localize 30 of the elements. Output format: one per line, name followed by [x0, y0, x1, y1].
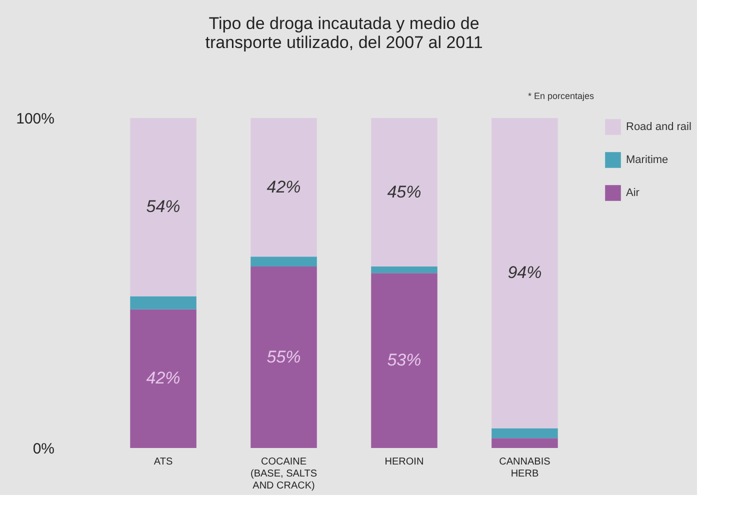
- bar: [250, 266, 317, 448]
- data-label: 42%: [266, 177, 301, 196]
- chart-title: Tipo de droga incautada y medio de transporte utilizado, del 2007 al 2011: [205, 14, 483, 52]
- data-label: 45%: [387, 182, 422, 202]
- y-tick-label: 0%: [32, 440, 54, 458]
- data-label: 54%: [146, 197, 180, 216]
- bar: [371, 266, 438, 274]
- text: * En porcentajes: [528, 91, 594, 101]
- bar: [130, 296, 196, 310]
- x-tick-label: HEROIN: [384, 456, 424, 468]
- legend-label: Maritime: [626, 154, 668, 166]
- data-label: 53%: [387, 350, 422, 370]
- bar: [130, 309, 196, 448]
- data-label: 94%: [508, 263, 542, 282]
- x-tick-label: CANNABIS HERB: [499, 456, 551, 480]
- x-tick-label: ATS: [154, 456, 173, 468]
- bar: [492, 428, 558, 438]
- legend-label: Air: [626, 187, 640, 199]
- bar: [130, 118, 196, 296]
- bar: [250, 118, 317, 257]
- x-tick-label: COCAINE (BASE, SALTS AND CRACK): [250, 456, 318, 492]
- data-label: 55%: [266, 347, 301, 366]
- bar: [492, 118, 558, 428]
- y-tick-label: 100%: [16, 110, 54, 128]
- bar: [250, 256, 317, 266]
- data-label: 42%: [146, 368, 180, 388]
- legend-label: Road and rail: [626, 121, 692, 133]
- bar: [371, 273, 438, 448]
- bar: [371, 118, 438, 266]
- bar: [492, 438, 558, 448]
